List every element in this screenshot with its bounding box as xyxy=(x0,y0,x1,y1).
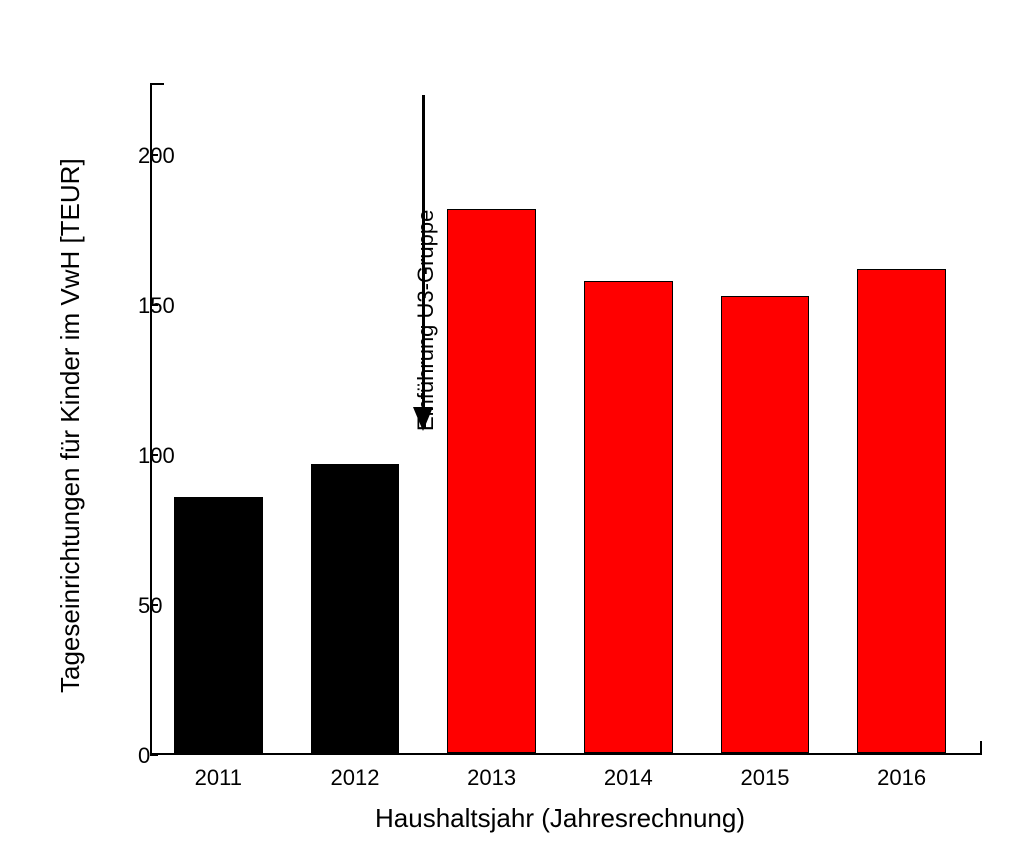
bar xyxy=(174,497,263,753)
x-axis-line xyxy=(150,753,982,755)
x-axis-label: Haushaltsjahr (Jahresrechnung) xyxy=(375,803,745,834)
y-axis-label: Tageseinrichtungen für Kinder im VwH [TE… xyxy=(55,158,86,693)
x-tick-label: 2014 xyxy=(604,765,653,791)
x-tick-label: 2015 xyxy=(741,765,790,791)
y-tick xyxy=(150,754,158,756)
bar xyxy=(857,269,946,753)
bar xyxy=(447,209,536,753)
bar xyxy=(311,464,400,753)
x-tick-label: 2013 xyxy=(467,765,516,791)
x-tick-label: 2012 xyxy=(331,765,380,791)
y-axis-line xyxy=(150,83,152,755)
plot-area: 050100150200201120122013201420152016Einf… xyxy=(150,95,970,755)
chart-canvas: 050100150200201120122013201420152016Einf… xyxy=(0,0,1024,863)
annotation-text: Einführung U3-Gruppe xyxy=(413,210,439,431)
bar xyxy=(721,296,810,753)
bar xyxy=(584,281,673,753)
x-tick-label: 2011 xyxy=(195,765,242,791)
x-tick-label: 2016 xyxy=(877,765,926,791)
